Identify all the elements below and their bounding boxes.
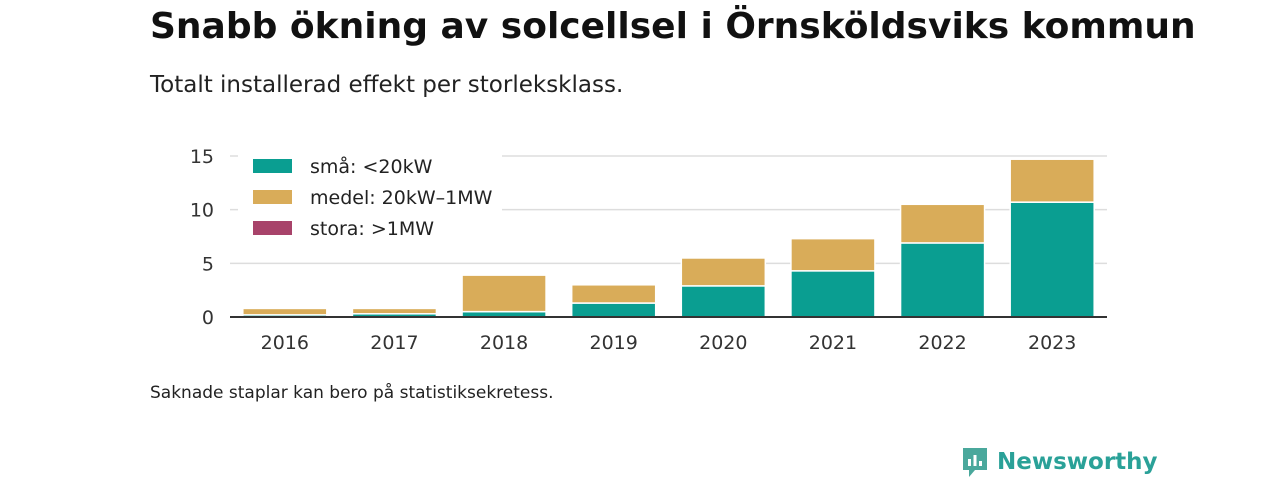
legend-swatch xyxy=(253,221,292,235)
legend-swatch xyxy=(253,190,292,204)
bar-segment xyxy=(461,274,547,313)
x-tick-label: 2019 xyxy=(590,332,638,354)
x-tick-label: 2021 xyxy=(809,332,857,354)
axes: 0 5 10 15 2016 2017 2018 2019 2020 2021 2022 2023 xyxy=(190,146,1107,354)
bar-segment xyxy=(680,257,767,287)
y-tick-label: 5 xyxy=(202,253,214,275)
bar-segment xyxy=(790,237,876,272)
bar-segment xyxy=(899,203,986,244)
stacked-bar-chart: 0 5 10 15 2016 2017 2018 2019 2020 2021 2022 2023 s… xyxy=(190,146,1107,354)
bar-segment xyxy=(570,302,657,318)
footnote: Saknade staplar kan bero på statistiksek… xyxy=(150,383,554,403)
bar-segment xyxy=(570,284,657,304)
bar-segment xyxy=(351,307,438,315)
chart-title: Snabb ökning av solcellsel i Örnsköldsvi… xyxy=(150,6,1196,47)
bars xyxy=(242,158,1095,318)
legend-label: små: <20kW xyxy=(310,155,433,178)
chart-subtitle: Totalt installerad effekt per storlekskl… xyxy=(150,72,624,98)
x-tick-label: 2023 xyxy=(1028,332,1076,354)
bar-segment xyxy=(242,307,328,316)
brand-name: Newsworthy xyxy=(997,449,1158,475)
x-tick-label: 2018 xyxy=(480,332,528,354)
newsworthy-logo-icon xyxy=(963,448,987,477)
legend-label: stora: >1MW xyxy=(310,218,434,240)
y-tick-label: 15 xyxy=(190,146,214,168)
x-tick-label: 2020 xyxy=(699,332,747,354)
y-tick-label: 10 xyxy=(190,200,214,222)
x-tick-label: 2022 xyxy=(918,332,966,354)
bar-segment xyxy=(680,285,767,318)
bar-segment xyxy=(1009,201,1095,318)
brand-logo[interactable]: Newsworthy xyxy=(961,446,1158,478)
x-tick-label: 2017 xyxy=(370,332,418,354)
legend-swatch xyxy=(253,159,292,173)
bar-segment xyxy=(1009,158,1095,203)
legend: små: <20kW medel: 20kW–1MW stora: >1MW xyxy=(238,150,502,242)
bar-segment xyxy=(790,270,876,318)
y-tick-label: 0 xyxy=(202,307,214,329)
bar-segment xyxy=(899,242,986,318)
legend-label: medel: 20kW–1MW xyxy=(310,187,493,209)
x-tick-label: 2016 xyxy=(261,332,309,354)
